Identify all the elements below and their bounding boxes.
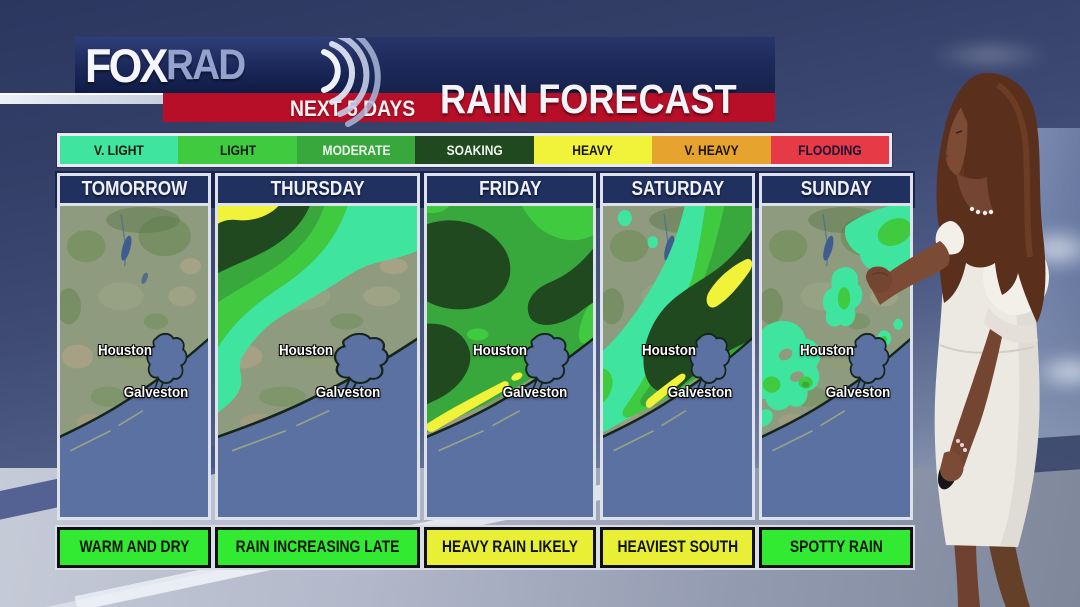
city-label-galveston: Galveston — [315, 384, 380, 401]
legend-item-flooding: FLOODING — [770, 136, 889, 164]
panel-gap — [759, 520, 913, 527]
panel-day-header: TOMORROW — [57, 173, 212, 206]
panel-map: Houston Galveston — [215, 206, 421, 520]
panel-status-label: SPOTTY RAIN — [789, 538, 883, 557]
foxrad-logo: FOX RAD — [75, 37, 353, 93]
legend-item-v-light: V. LIGHT — [60, 136, 179, 164]
city-label-galveston: Galveston — [667, 384, 732, 401]
next-days-label: NEXT 5 DAYS — [290, 96, 416, 121]
panel-status: RAIN INCREASING LATE — [215, 527, 421, 568]
panel-day-label: FRIDAY — [479, 178, 542, 200]
forecast-panel: THURSDAY Houston Galveston RAIN INCREASI… — [215, 173, 421, 568]
panel-gap — [600, 520, 754, 527]
panel-gap — [424, 520, 596, 527]
legend: V. LIGHT LIGHT MODERATE SOAKING HEAVY V. HEAV… — [57, 133, 892, 167]
city-label-houston: Houston — [799, 342, 854, 359]
map-graphic — [60, 206, 209, 517]
panel-gap — [215, 520, 420, 527]
panel-day-header: THURSDAY — [215, 173, 421, 206]
header-title: RAIN FORECAST — [440, 76, 737, 122]
map-graphic — [218, 206, 418, 517]
legend-item-heavy: HEAVY — [533, 136, 653, 164]
map-graphic — [603, 206, 752, 517]
rad-logo-text: RAD — [165, 40, 246, 89]
legend-item-moderate: MODERATE — [296, 136, 416, 164]
forecast-panel: TOMORROW Houston Galveston WARM AND DRY — [57, 173, 212, 568]
panel-status-label: RAIN INCREASING LATE — [235, 538, 400, 557]
panel-day-label: THURSDAY — [270, 178, 365, 200]
panel-status: SPOTTY RAIN — [758, 527, 914, 568]
panel-status: WARM AND DRY — [57, 527, 212, 568]
panel-day-label: SATURDAY — [631, 178, 724, 200]
legend-row: V. LIGHT LIGHT MODERATE SOAKING HEAVY V. HEAV… — [60, 136, 889, 164]
panel-day-label: TOMORROW — [81, 178, 188, 200]
city-label-houston: Houston — [641, 342, 696, 359]
panel-map: Houston Galveston — [758, 206, 914, 520]
panel-map: Houston Galveston — [57, 206, 212, 520]
panel-day-label: SUNDAY — [800, 178, 872, 200]
panel-status-label: HEAVY RAIN LIKELY — [442, 538, 579, 557]
panel-day-header: FRIDAY — [424, 173, 597, 206]
panel-status: HEAVY RAIN LIKELY — [424, 527, 597, 568]
city-label-galveston: Galveston — [502, 384, 568, 401]
forecast-panel: SATURDAY Houston Galveston HEAVIEST SOUT… — [600, 173, 755, 568]
legend-item-v-heavy: V. HEAVY — [652, 136, 771, 164]
panel-status-label: WARM AND DRY — [79, 538, 190, 557]
city-label-galveston: Galveston — [825, 384, 891, 401]
city-label-galveston: Galveston — [124, 384, 189, 401]
cloud-graphic — [930, 40, 1050, 70]
panel-day-header: SUNDAY — [758, 173, 914, 206]
city-label-houston: Houston — [473, 342, 528, 359]
fox-logo-text: FOX — [85, 38, 168, 92]
panel-map: Houston Galveston — [600, 206, 755, 520]
header-shelf — [0, 93, 163, 104]
panel-map: Houston Galveston — [424, 206, 597, 520]
legend-item-light: LIGHT — [178, 136, 297, 164]
studio-wall-rail — [983, 434, 1080, 476]
legend-item-soaking: SOAKING — [415, 136, 534, 164]
panel-status-label: HEAVIEST SOUTH — [617, 538, 738, 557]
panel-day-header: SATURDAY — [600, 173, 755, 206]
brand-bar: FOX RAD RAIN FORECAST — [75, 37, 775, 120]
forecast-panels: TOMORROW Houston Galveston WARM AND DRY … — [57, 173, 914, 568]
map-graphic — [761, 206, 911, 517]
forecast-panel: SUNDAY Houston Galveston SPOTTY RAIN — [758, 173, 914, 568]
panel-status: HEAVIEST SOUTH — [600, 527, 755, 568]
studio-wall-panel — [981, 128, 1080, 468]
city-label-houston: Houston — [98, 342, 153, 359]
forecast-panel: FRIDAY Houston Galveston HEAVY RAIN LIKE… — [424, 173, 597, 568]
city-label-houston: Houston — [278, 342, 333, 359]
panel-gap — [57, 520, 211, 527]
map-graphic — [427, 206, 594, 517]
